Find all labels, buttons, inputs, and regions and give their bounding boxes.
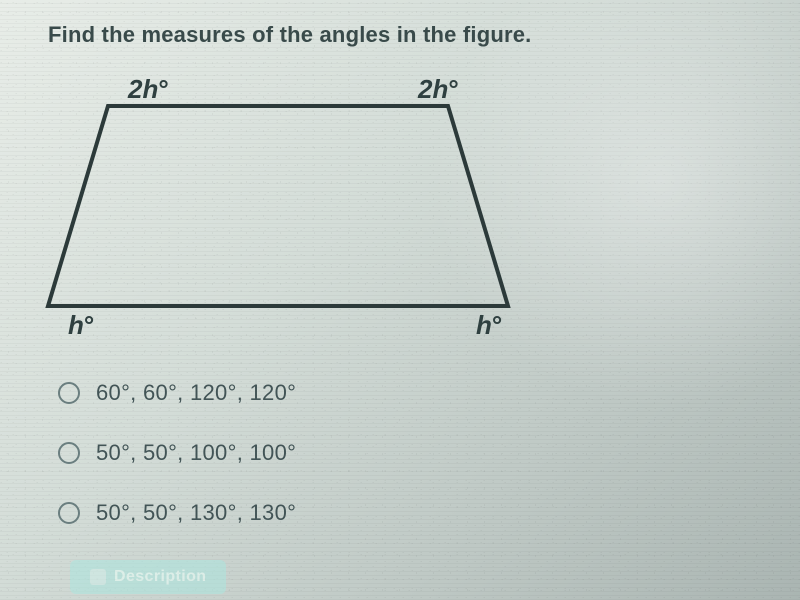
description-button-label: Description: [114, 568, 206, 586]
answer-options: 60°, 60°, 120°, 120° 50°, 50°, 100°, 100…: [58, 380, 296, 560]
angle-label-top-left: 2h°: [127, 74, 169, 104]
trapezoid-figure: 2h° 2h° h° h°: [38, 66, 528, 346]
question-prompt: Find the measures of the angles in the f…: [48, 22, 532, 48]
answer-option[interactable]: 60°, 60°, 120°, 120°: [58, 380, 296, 406]
description-button[interactable]: Description: [70, 560, 226, 594]
radio-icon: [58, 442, 80, 464]
radio-icon: [58, 382, 80, 404]
radio-icon: [58, 502, 80, 524]
option-label: 50°, 50°, 100°, 100°: [96, 440, 296, 466]
angle-label-bottom-right: h°: [476, 310, 502, 340]
angle-label-bottom-left: h°: [68, 310, 94, 340]
trapezoid-shape: [48, 106, 508, 306]
angle-label-top-right: 2h°: [417, 74, 459, 104]
option-label: 50°, 50°, 130°, 130°: [96, 500, 296, 526]
answer-option[interactable]: 50°, 50°, 100°, 100°: [58, 440, 296, 466]
answer-option[interactable]: 50°, 50°, 130°, 130°: [58, 500, 296, 526]
description-icon: [90, 569, 106, 585]
option-label: 60°, 60°, 120°, 120°: [96, 380, 296, 406]
